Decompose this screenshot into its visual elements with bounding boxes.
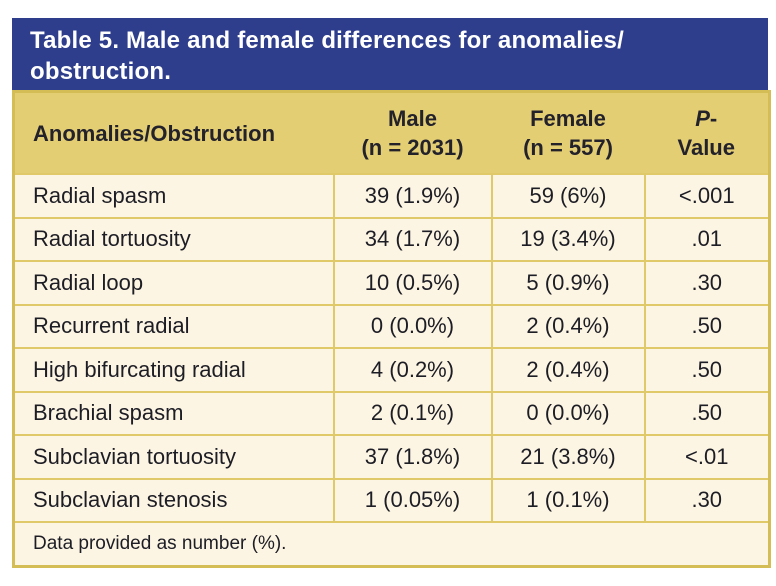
row-label: Radial tortuosity xyxy=(12,216,335,262)
male-value: 39 (1.9%) xyxy=(332,173,493,219)
row-label: Subclavian stenosis xyxy=(12,477,335,523)
male-value: 10 (0.5%) xyxy=(332,260,493,306)
female-value: 2 (0.4%) xyxy=(490,347,646,393)
male-value: 2 (0.1%) xyxy=(332,390,493,436)
p-value: .30 xyxy=(643,260,771,306)
table-row: Subclavian tortuosity 37 (1.8%) 21 (3.8%… xyxy=(12,434,771,480)
table-header: Anomalies/Obstruction Male (n = 2031) Fe… xyxy=(13,91,770,174)
male-value: 37 (1.8%) xyxy=(332,434,493,480)
header-female: Female (n = 557) xyxy=(491,91,645,174)
male-value: 34 (1.7%) xyxy=(332,216,493,262)
header-male-n: (n = 2031) xyxy=(361,135,464,160)
header-male-label: Male xyxy=(388,106,437,131)
p-value: <.01 xyxy=(643,434,771,480)
male-value: 0 (0.0%) xyxy=(332,303,493,349)
header-p-line1: P- xyxy=(645,104,769,133)
anomalies-obstruction-table: Anomalies/Obstruction Male (n = 2031) Fe… xyxy=(12,90,771,568)
row-label: Brachial spasm xyxy=(12,390,335,436)
female-value: 59 (6%) xyxy=(490,173,646,219)
table-body: Radial spasm 39 (1.9%) 59 (6%) <.001 Rad… xyxy=(12,173,771,568)
table-row: Radial tortuosity 34 (1.7%) 19 (3.4%) .0… xyxy=(12,216,771,262)
header-anomalies-label: Anomalies/Obstruction xyxy=(33,120,276,146)
table-row: Radial spasm 39 (1.9%) 59 (6%) <.001 xyxy=(12,173,771,219)
table-row: High bifurcating radial 4 (0.2%) 2 (0.4%… xyxy=(12,347,771,393)
table-footnote: Data provided as number (%). xyxy=(12,521,771,568)
female-value: 19 (3.4%) xyxy=(490,216,646,262)
female-value: 2 (0.4%) xyxy=(490,303,646,349)
male-value: 4 (0.2%) xyxy=(332,347,493,393)
row-label: High bifurcating radial xyxy=(12,347,335,393)
p-value: .50 xyxy=(643,303,771,349)
row-label: Subclavian tortuosity xyxy=(12,434,335,480)
row-label: Recurrent radial xyxy=(12,303,335,349)
header-female-label: Female xyxy=(530,106,606,131)
table-row: Recurrent radial 0 (0.0%) 2 (0.4%) .50 xyxy=(12,303,771,349)
table-row: Subclavian stenosis 1 (0.05%) 1 (0.1%) .… xyxy=(12,477,771,523)
p-value: .50 xyxy=(643,390,771,436)
p-value: .30 xyxy=(643,477,771,523)
p-value: .50 xyxy=(643,347,771,393)
female-value: 1 (0.1%) xyxy=(490,477,646,523)
header-male: Male (n = 2031) xyxy=(333,91,492,174)
table-row: Radial loop 10 (0.5%) 5 (0.9%) .30 xyxy=(12,260,771,306)
header-row: Anomalies/Obstruction Male (n = 2031) Fe… xyxy=(13,91,770,174)
p-value: <.001 xyxy=(643,173,771,219)
header-p-line2: Value xyxy=(677,135,735,160)
table-row: Brachial spasm 2 (0.1%) 0 (0.0%) .50 xyxy=(12,390,771,436)
female-value: 21 (3.8%) xyxy=(490,434,646,480)
table-title-line-2: obstruction. xyxy=(30,58,172,85)
table-title-line-1: Table 5. Male and female differences for… xyxy=(30,27,624,54)
row-label: Radial loop xyxy=(12,260,335,306)
header-female-n: (n = 557) xyxy=(523,135,613,160)
header-p-value: P- Value xyxy=(644,91,770,174)
p-hyphen: - xyxy=(709,106,718,131)
header-anomalies-obstruction: Anomalies/Obstruction xyxy=(13,91,334,174)
p-italic: P xyxy=(695,106,710,131)
table-5-card: Table 5. Male and female differences for… xyxy=(12,18,771,568)
table-title-bar: Table 5. Male and female differences for… xyxy=(12,18,768,90)
male-value: 1 (0.05%) xyxy=(332,477,493,523)
p-value: .01 xyxy=(643,216,771,262)
row-label: Radial spasm xyxy=(12,173,335,219)
footnote-row: Data provided as number (%). xyxy=(12,521,771,568)
female-value: 0 (0.0%) xyxy=(490,390,646,436)
female-value: 5 (0.9%) xyxy=(490,260,646,306)
